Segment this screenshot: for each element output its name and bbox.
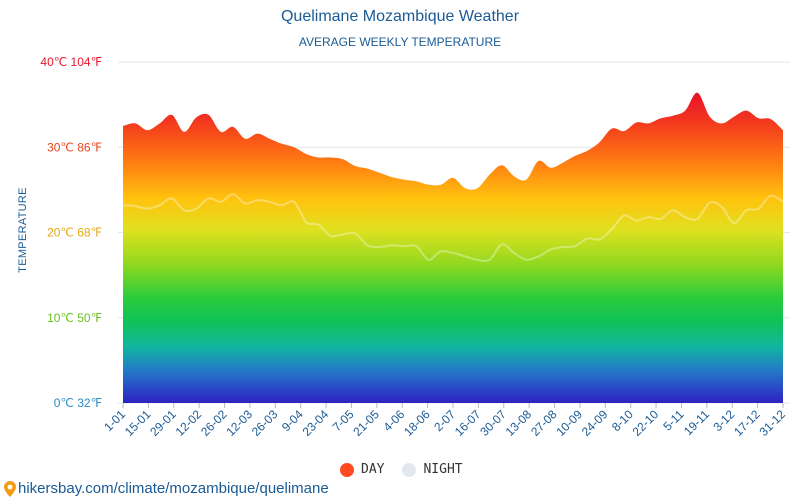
legend-item-day[interactable]: DAY	[340, 462, 384, 477]
x-tick-label: 24-09	[579, 407, 611, 439]
series-day-area	[123, 92, 783, 403]
y-axis-label: TEMPERATURE	[17, 187, 29, 273]
y-tick-label: 40℃ 104℉	[40, 55, 102, 69]
x-tick-label: 15-01	[122, 407, 154, 439]
x-tick-label: 29-01	[147, 407, 179, 439]
y-tick-label: 10℃ 50℉	[47, 311, 102, 325]
y-axis-ticks: 40℃ 104℉ 30℃ 86℉ 20℃ 68℉ 10℃ 50℉ 0℃ 32℉	[40, 55, 102, 410]
source-link[interactable]: hikersbay.com/climate/mozambique/quelima…	[4, 480, 329, 497]
x-tick-label: 13-08	[503, 407, 535, 439]
y-tick-label: 20℃ 68℉	[47, 226, 102, 240]
x-tick-label: 26-03	[249, 407, 281, 439]
legend: DAY NIGHT	[340, 462, 481, 477]
y-tick-label: 0℃ 32℉	[54, 396, 102, 410]
legend-day-swatch	[340, 462, 354, 477]
legend-item-night[interactable]: NIGHT	[402, 462, 463, 477]
series-night-line	[122, 193, 784, 263]
x-tick-label: 30-07	[477, 407, 509, 439]
x-tick-label: 16-07	[452, 407, 484, 439]
x-tick-label: 27-08	[528, 407, 560, 439]
x-tick-label: 10-09	[553, 407, 585, 439]
location-pin-icon	[4, 480, 16, 497]
legend-night-swatch	[402, 462, 417, 477]
plot-area	[122, 92, 784, 403]
source-url: hikersbay.com/climate/mozambique/quelima…	[18, 480, 329, 497]
x-tick-label: 19-11	[681, 407, 712, 438]
x-tick-label: 22-10	[630, 407, 662, 439]
x-tick-label: 23-04	[300, 407, 332, 439]
legend-day-label: DAY	[361, 462, 385, 477]
chart-subtitle: AVERAGE WEEKLY TEMPERATURE	[298, 35, 502, 49]
legend-night-label: NIGHT	[423, 462, 463, 477]
x-tick-label: 26-02	[198, 407, 230, 439]
x-tick-label: 12-03	[223, 407, 255, 439]
x-tick-label: 21-05	[350, 407, 382, 439]
x-tick-label: 31-12	[757, 407, 789, 439]
x-tick-label: 12-02	[173, 407, 205, 439]
x-tick-label: 17-12	[731, 407, 763, 439]
x-tick-label: 18-06	[401, 407, 433, 439]
x-axis-ticks: 1-0115-0129-0112-0226-0212-0326-039-0423…	[101, 403, 788, 439]
y-tick-label: 30℃ 86℉	[47, 140, 102, 154]
chart-title: Quelimane Mozambique Weather	[280, 8, 520, 25]
